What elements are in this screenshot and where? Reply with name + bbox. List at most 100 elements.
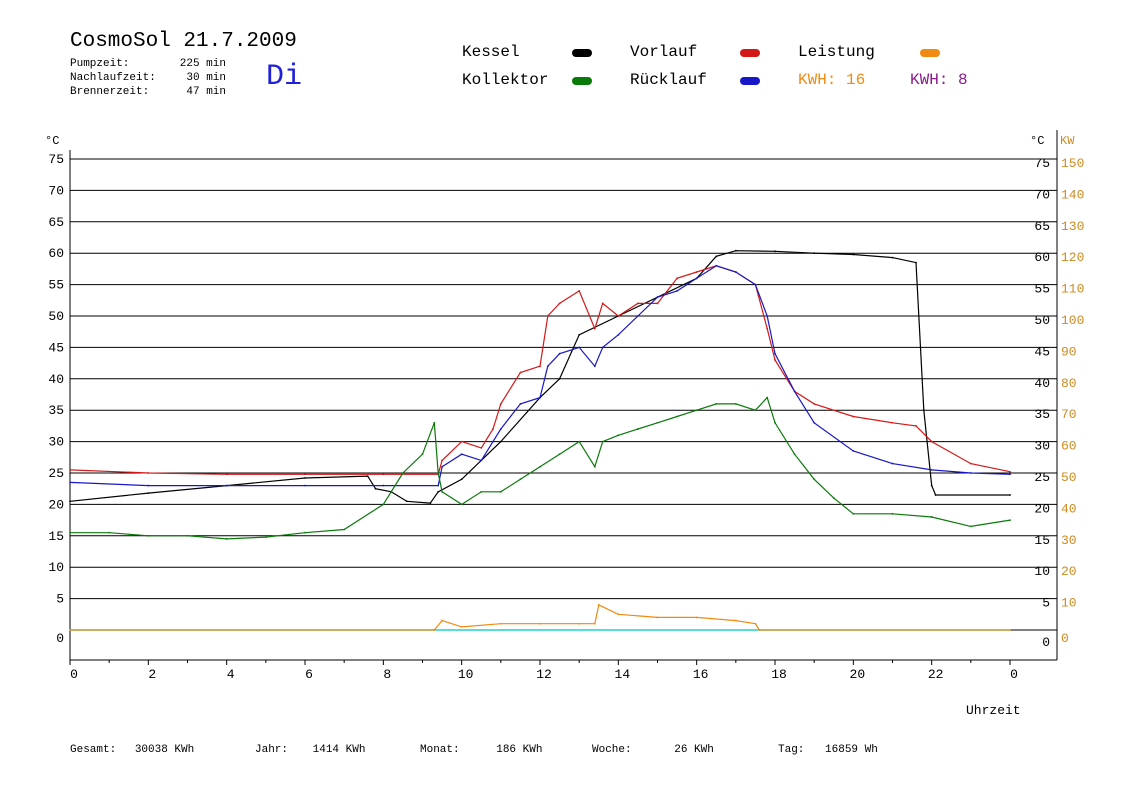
data-point [695, 409, 698, 412]
y-tick-right: 5 [1042, 596, 1050, 611]
pump-time-value: 225 min [179, 58, 226, 70]
legend-kwh-purple: KWH: 8 [910, 71, 968, 89]
data-point [656, 421, 659, 424]
y-tick-left: 75 [48, 152, 64, 167]
y-tick-left: 0 [56, 631, 64, 646]
y-tick-power: 50 [1061, 470, 1077, 485]
data-point [930, 484, 933, 487]
y-tick-power: 70 [1061, 407, 1077, 422]
data-point [460, 453, 463, 456]
y-tick-right: 65 [1034, 219, 1050, 234]
x-tick-label: 16 [693, 667, 709, 682]
data-point [617, 333, 620, 336]
footer-jahr-label: Jahr: [255, 744, 289, 756]
x-tick-label: 8 [383, 667, 391, 682]
y-tick-left: 25 [48, 466, 64, 481]
data-point [264, 536, 267, 538]
data-point [147, 534, 150, 537]
y-tick-right: 70 [1034, 187, 1050, 202]
y-tick-left: 5 [56, 592, 64, 607]
data-point [382, 503, 385, 506]
data-point [1009, 519, 1011, 521]
data-point [437, 490, 440, 493]
data-point [437, 484, 440, 487]
data-point [421, 453, 424, 456]
y-tick-power: 100 [1061, 313, 1084, 328]
legend-vorlauf-swatch [740, 49, 760, 57]
data-point [715, 255, 718, 258]
y-tick-right: 30 [1034, 439, 1050, 454]
weekday-label: Di [266, 60, 303, 94]
data-point [758, 629, 761, 631]
footer-tag-label: Tag: [778, 744, 805, 756]
data-point [499, 490, 502, 493]
data-point [69, 629, 71, 631]
y-tick-power: 120 [1061, 250, 1084, 265]
brenner-time-label: Brennerzeit: [70, 86, 150, 98]
data-point [734, 403, 737, 405]
footer-woche: Woche: 26 KWh [592, 744, 714, 756]
data-point [480, 490, 483, 493]
data-point [519, 478, 522, 481]
legend-kwh-orange: KWH: 16 [798, 71, 866, 89]
data-point [304, 484, 306, 487]
y-tick-left: 55 [48, 278, 64, 293]
chart-axes [69, 130, 1058, 661]
data-point [754, 622, 757, 625]
y-tick-left: 40 [48, 372, 64, 387]
data-point [597, 603, 600, 606]
footer-gesamt: Gesamt: 30038 KWh [70, 744, 194, 756]
y-tick-left: 35 [48, 403, 64, 418]
data-point [539, 396, 541, 399]
data-point [433, 629, 436, 631]
data-point [813, 478, 816, 481]
y-tick-right: 75 [1034, 156, 1050, 171]
legend-leistung-swatch [920, 49, 940, 57]
pump-time-row: Pumpzeit: 225 min [70, 58, 226, 70]
data-point [593, 365, 596, 368]
data-point [766, 327, 769, 330]
y-tick-power: 60 [1061, 439, 1077, 454]
data-point [637, 428, 639, 430]
footer-woche-label: Woche: [592, 744, 632, 756]
data-point [147, 484, 150, 487]
data-point [1009, 494, 1011, 496]
x-tick-label: 18 [771, 667, 787, 682]
footer-monat-label: Monat: [420, 744, 460, 756]
footer-jahr: Jahr: 1414 KWh [255, 744, 365, 756]
data-point [922, 409, 925, 412]
data-point [617, 613, 620, 616]
chart-grid [70, 158, 1057, 631]
data-point [304, 477, 306, 479]
data-point [891, 462, 894, 465]
data-point [637, 315, 639, 317]
data-point [774, 250, 776, 253]
data-point [734, 249, 737, 252]
data-point [147, 492, 150, 494]
footer-monat: Monat: 186 KWh [420, 744, 542, 756]
data-point [656, 302, 659, 305]
y-tick-left: 30 [48, 435, 64, 450]
data-point [813, 421, 816, 424]
x-tick-label: 0 [1010, 667, 1018, 682]
data-point [715, 403, 718, 405]
data-point [429, 502, 432, 505]
data-point [558, 377, 561, 380]
y-tick-right: 60 [1034, 250, 1050, 265]
y-tick-power: 130 [1061, 219, 1084, 234]
data-point [578, 333, 581, 336]
data-point [539, 465, 541, 468]
data-point [852, 512, 855, 515]
data-point [656, 616, 659, 619]
y-axis-left-unit: °C [45, 134, 59, 148]
chart-series [69, 249, 1011, 631]
data-point [225, 538, 228, 540]
data-point [793, 453, 796, 456]
data-point [969, 525, 972, 528]
data-point [676, 415, 678, 418]
data-point [69, 531, 71, 534]
y-tick-left: 45 [48, 340, 64, 355]
data-point [617, 434, 620, 437]
y-tick-left: 60 [48, 246, 64, 261]
